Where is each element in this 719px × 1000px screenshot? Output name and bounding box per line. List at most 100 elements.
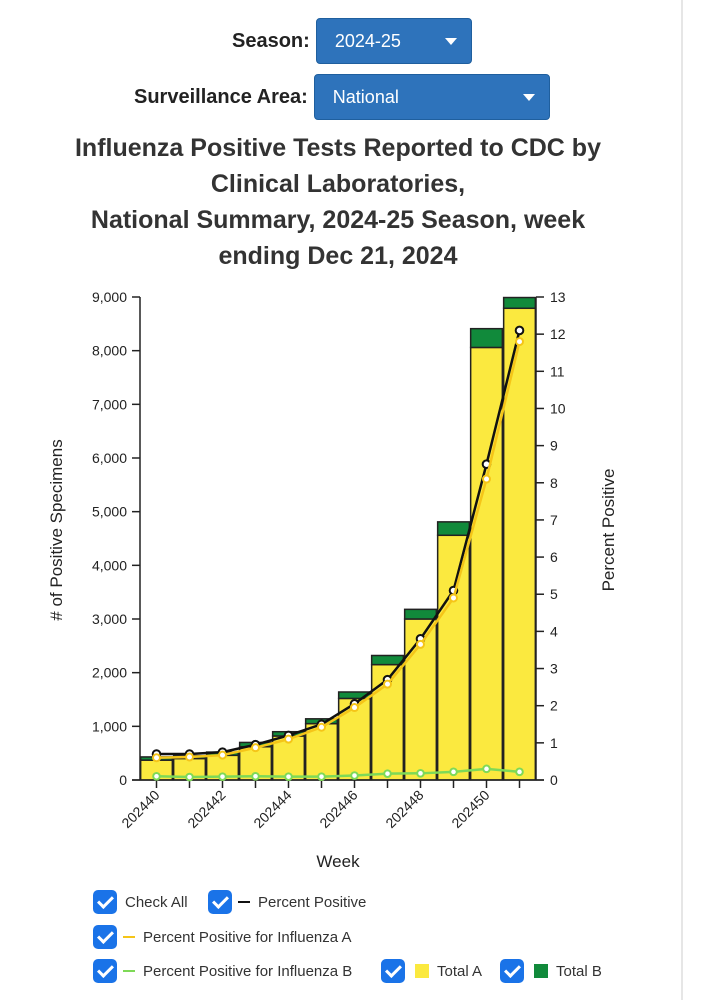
area-label: Surveillance Area: [134,85,308,108]
title-line: National Summary, 2024-25 Season, week [90,206,586,234]
line-point [514,325,525,336]
y2-tick-label: 8 [550,475,558,491]
x-tick-label: 202444 [250,787,294,831]
bar-total-b [502,296,537,310]
y-tick-label: 3,000 [92,611,127,627]
legend-total-b-label: Total B [556,962,602,980]
y-tick-label: 1,000 [92,718,127,734]
legend-total-b[interactable]: Total B [500,959,602,983]
checkbox-icon[interactable] [93,925,117,949]
influenza-chart: 0 1,000 2,000 3,000 4,000 5,000 6,000 7,000 8,00… [47,289,618,871]
line-point [515,337,524,347]
title-line: ending Dec 21, 2024 [218,242,458,270]
chevron-down-icon [444,37,457,45]
season-control: Season: 2024-25 [232,18,472,64]
yellow-box-swatch [415,964,429,978]
checkbox-icon[interactable] [93,959,117,983]
line-point [284,772,293,781]
line-point [449,767,458,777]
bar-total-b [403,608,438,620]
y2-tick-label: 4 [550,623,558,639]
legend-check-all[interactable]: Check All [93,890,188,914]
bar-total-b [469,327,504,349]
page-scrollbar[interactable] [681,0,683,1000]
line-point [218,750,227,760]
legend-percent-positive-b-label: Percent Positive for Influenza B [143,962,353,980]
y-tick-label: 7,000 [92,396,127,412]
line-point [185,772,194,782]
legend-percent-positive-a[interactable]: Percent Positive for Influenza A [93,925,351,949]
bar-total-a [469,346,504,781]
area-dropdown[interactable]: National [313,74,550,120]
x-tick-label: 202442 [184,787,228,831]
title-line: Influenza Positive Tests Reported to CDC… [74,134,601,162]
line-point [152,753,161,763]
season-label: Season: [232,29,310,52]
bar-total-a [436,534,471,781]
checkbox-icon[interactable] [381,959,405,983]
x-tick-label: 202446 [316,787,360,831]
checkbox-icon[interactable] [208,890,232,914]
line-point [152,771,161,781]
black-line-swatch [238,901,250,903]
legend-percent-positive-a-label: Percent Positive for Influenza A [143,928,352,946]
y2-tick-label: 3 [550,661,558,677]
y2-tick-label: 5 [550,586,558,602]
y2-tick-label: 1 [550,735,558,751]
yellow-line-swatch [123,936,135,938]
bar-total-a [304,722,339,781]
green-box-swatch [534,964,548,978]
bar-total-b [436,521,471,537]
y2-tick-label: 2 [550,698,558,714]
line-point [482,474,491,484]
y2-axis-label: Percent Positive [599,469,618,592]
x-axis-label: Week [316,852,360,871]
area-control: Surveillance Area: National [134,74,550,120]
y2-tick-label: 11 [550,363,565,379]
line-point [416,639,425,649]
x-tick-label: 202440 [118,787,162,831]
line-point [482,764,491,774]
y2-tick-label: 13 [550,289,566,305]
legend-check-all-label: Check All [125,893,188,911]
checkbox-icon[interactable] [500,959,524,983]
line-point [218,772,227,781]
y-tick-label: 8,000 [92,343,127,359]
season-value: 2024-25 [334,30,401,51]
line-point [383,679,392,689]
legend-percent-positive-label: Percent Positive [258,893,367,911]
line-point [251,743,260,753]
x-tick-label: 202448 [382,787,426,831]
line-point [515,767,524,777]
title-line: Clinical Laboratories, [210,170,466,198]
season-dropdown[interactable]: 2024-25 [315,18,472,64]
y2-tick-label: 6 [550,549,558,565]
line-point [185,752,194,762]
line-point [416,769,425,778]
line-point [284,734,293,744]
y-tick-label: 2,000 [92,665,127,681]
y2-tick-label: 7 [550,512,558,528]
legend-percent-positive-b[interactable]: Percent Positive for Influenza B [93,959,352,983]
y-axis-label: # of Positive Specimens [47,439,66,620]
green-line-swatch [123,970,135,972]
y-tick-label: 5,000 [92,504,127,520]
line-point [350,703,359,713]
line-point [449,593,458,603]
chart-title: Influenza Positive Tests Reported to CDC… [0,130,676,274]
legend-total-a[interactable]: Total A [381,959,482,983]
line-point [317,772,326,781]
chevron-down-icon [522,93,535,101]
line-point [251,771,260,781]
x-tick-label: 202450 [448,787,492,831]
line-point [317,722,326,732]
checkbox-icon[interactable] [93,890,117,914]
line-series-0 [156,330,521,756]
legend-total-a-label: Total A [437,962,483,980]
area-value: National [332,86,399,107]
y2-tick-label: 0 [550,772,558,788]
y2-tick-label: 12 [550,326,566,342]
y-tick-label: 9,000 [92,289,127,305]
line-point [383,769,392,778]
legend-percent-positive[interactable]: Percent Positive [208,890,366,914]
